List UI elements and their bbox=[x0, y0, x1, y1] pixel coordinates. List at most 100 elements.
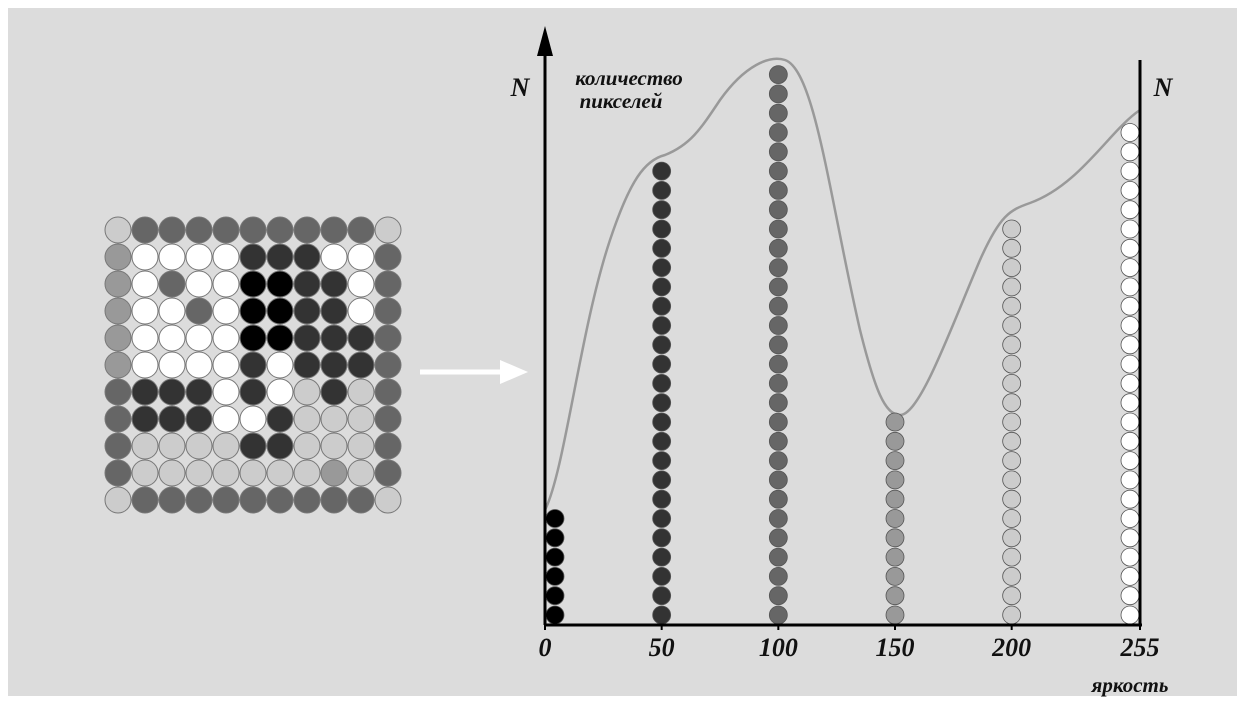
pixel-dot bbox=[1121, 606, 1139, 624]
pixel bbox=[213, 217, 239, 243]
pixel-dot bbox=[769, 432, 787, 450]
pixel-dot bbox=[1121, 336, 1139, 354]
pixel bbox=[348, 298, 374, 324]
pixel bbox=[294, 298, 320, 324]
pixel-dot bbox=[653, 317, 671, 335]
pixel bbox=[267, 487, 293, 513]
pixel bbox=[213, 271, 239, 297]
pixel bbox=[105, 433, 131, 459]
pixel-dot bbox=[653, 548, 671, 566]
pixel-dot bbox=[1003, 394, 1021, 412]
pixel-dot bbox=[1003, 297, 1021, 315]
pixel bbox=[375, 460, 401, 486]
pixel bbox=[240, 325, 266, 351]
pixel-dot bbox=[769, 181, 787, 199]
pixel bbox=[294, 352, 320, 378]
pixel-dot bbox=[653, 201, 671, 219]
pixel bbox=[132, 460, 158, 486]
pixel-dot bbox=[886, 413, 904, 431]
pixel-dot bbox=[653, 471, 671, 489]
pixel bbox=[186, 406, 212, 432]
pixel bbox=[132, 325, 158, 351]
pixel bbox=[132, 433, 158, 459]
pixel bbox=[213, 406, 239, 432]
pixel-dot bbox=[653, 394, 671, 412]
pixel bbox=[132, 379, 158, 405]
pixel-dot bbox=[769, 259, 787, 277]
pixel-dot bbox=[653, 278, 671, 296]
pixel bbox=[186, 244, 212, 270]
pixel bbox=[105, 379, 131, 405]
pixel bbox=[294, 433, 320, 459]
pixel-dot bbox=[653, 510, 671, 528]
pixel-dot bbox=[1121, 490, 1139, 508]
pixel bbox=[213, 298, 239, 324]
pixel bbox=[186, 298, 212, 324]
pixel-dot bbox=[769, 471, 787, 489]
pixel-dot bbox=[1003, 432, 1021, 450]
pixel bbox=[186, 271, 212, 297]
pixel bbox=[132, 406, 158, 432]
pixel-dot bbox=[886, 606, 904, 624]
pixel bbox=[105, 244, 131, 270]
pixel-dot bbox=[653, 355, 671, 373]
pixel-dot bbox=[769, 587, 787, 605]
pixel bbox=[159, 271, 185, 297]
pixel-dot bbox=[1121, 259, 1139, 277]
pixel-dot bbox=[653, 529, 671, 547]
pixel bbox=[240, 379, 266, 405]
pixel bbox=[321, 244, 347, 270]
pixel bbox=[267, 244, 293, 270]
pixel-dot bbox=[769, 85, 787, 103]
pixel-dot bbox=[769, 66, 787, 84]
pixel-dot bbox=[653, 239, 671, 257]
pixel bbox=[375, 244, 401, 270]
pixel bbox=[267, 433, 293, 459]
x-tick-label: 50 bbox=[649, 633, 675, 662]
pixel bbox=[294, 379, 320, 405]
pixel bbox=[240, 217, 266, 243]
pixel bbox=[267, 406, 293, 432]
pixel bbox=[294, 217, 320, 243]
pixel-dot bbox=[769, 220, 787, 238]
pixel bbox=[159, 298, 185, 324]
pixel-dot bbox=[1003, 278, 1021, 296]
pixel bbox=[348, 271, 374, 297]
pixel-grid bbox=[105, 217, 401, 513]
pixel bbox=[213, 433, 239, 459]
pixel-dot bbox=[653, 432, 671, 450]
pixel-dot bbox=[1121, 374, 1139, 392]
x-tick-label: 255 bbox=[1120, 633, 1160, 662]
pixel-dot bbox=[1003, 529, 1021, 547]
x-tick-label: 150 bbox=[876, 633, 915, 662]
pixel-dot bbox=[653, 587, 671, 605]
pixel-dot bbox=[1121, 587, 1139, 605]
pixel bbox=[132, 487, 158, 513]
pixel-dot bbox=[653, 181, 671, 199]
pixel-dot bbox=[769, 143, 787, 161]
pixel bbox=[267, 298, 293, 324]
pixel-dot bbox=[769, 374, 787, 392]
pixel bbox=[132, 244, 158, 270]
pixel bbox=[213, 244, 239, 270]
pixel-dot bbox=[653, 259, 671, 277]
pixel-dot bbox=[1121, 124, 1139, 142]
pixel-dot bbox=[769, 124, 787, 142]
pixel bbox=[348, 217, 374, 243]
pixel-dot bbox=[1003, 490, 1021, 508]
pixel bbox=[186, 433, 212, 459]
pixel-dot bbox=[769, 297, 787, 315]
pixel bbox=[321, 271, 347, 297]
pixel-dot bbox=[1121, 471, 1139, 489]
pixel bbox=[375, 487, 401, 513]
pixel-dot bbox=[653, 413, 671, 431]
pixel-dot bbox=[1003, 471, 1021, 489]
pixel bbox=[267, 217, 293, 243]
pixel-dot bbox=[653, 336, 671, 354]
pixel-dot bbox=[1003, 587, 1021, 605]
pixel-dot bbox=[1121, 452, 1139, 470]
pixel bbox=[321, 352, 347, 378]
pixel bbox=[375, 379, 401, 405]
pixel bbox=[294, 487, 320, 513]
pixel bbox=[321, 406, 347, 432]
